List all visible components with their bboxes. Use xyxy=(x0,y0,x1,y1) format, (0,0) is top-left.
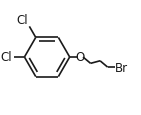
Text: Cl: Cl xyxy=(1,51,12,64)
Text: Cl: Cl xyxy=(16,14,28,27)
Text: Br: Br xyxy=(115,61,128,74)
Text: O: O xyxy=(75,51,85,64)
